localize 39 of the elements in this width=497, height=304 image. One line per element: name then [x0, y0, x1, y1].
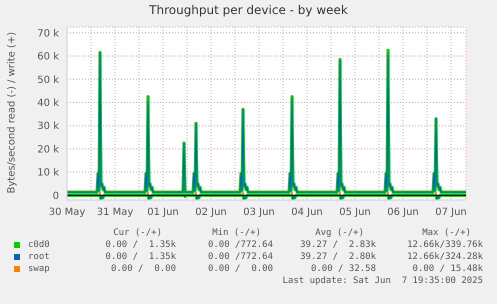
text: 12.66k/324.28k [407, 252, 483, 262]
x-tick-label: 31 May [96, 207, 134, 218]
text: 0.00 / 1.35k [106, 252, 176, 262]
y-tick-label: 70 k [37, 28, 60, 40]
y-tick-label: 30 k [37, 121, 60, 132]
y-tick-label: 40 k [37, 98, 60, 110]
text: 0.00 / 15.48k [412, 264, 483, 274]
text: Avg (-/+) [315, 228, 364, 238]
y-axis-title: Bytes/second read (-) / write (+) [6, 32, 18, 194]
x-tick-label: 05 Jun [339, 207, 371, 218]
text: Last update: Sat Jun 7 19:35:00 2025 [282, 276, 483, 286]
text: 0.00 / 0.00 [208, 264, 273, 274]
text: Max (-/+) [422, 228, 471, 238]
text: 12.66k/339.76k [407, 240, 483, 250]
y-tick-label: 10 k [37, 168, 60, 179]
y-tick-label: 0 [52, 190, 59, 202]
y-tick-label: 50 k [37, 74, 60, 86]
x-tick-label: 06 Jun [387, 207, 419, 218]
legend-label: c0d0 [28, 240, 50, 250]
text: 0.00 / 0.00 [110, 264, 176, 274]
text: 0.00 / 32.58 [310, 264, 376, 274]
x-tick-label: 07 Jun [435, 207, 467, 218]
text: Min (-/+) [212, 228, 261, 238]
text: 0.00 /772.64 [208, 240, 273, 250]
chart-title: Throughput per device - by week [148, 3, 349, 17]
text: 39.27 / 2.83k [300, 240, 376, 250]
x-tick-label: 01 Jun [147, 207, 179, 218]
x-tick-label: 30 May [48, 207, 86, 218]
text: Cur (-/+) [113, 228, 162, 238]
x-tick-label: 04 Jun [291, 207, 323, 218]
x-tick-label: 03 Jun [243, 207, 275, 218]
text: 39.27 / 2.80k [300, 252, 376, 262]
y-tick-label: 60 k [37, 52, 60, 63]
text: 0.00 /772.64 [208, 252, 273, 262]
text: 0.00 / 1.35k [106, 240, 176, 250]
y-tick-label: 20 k [37, 144, 60, 156]
legend-label: swap [28, 264, 50, 274]
x-tick-label: 02 Jun [195, 207, 227, 218]
legend-label: root [28, 252, 50, 262]
